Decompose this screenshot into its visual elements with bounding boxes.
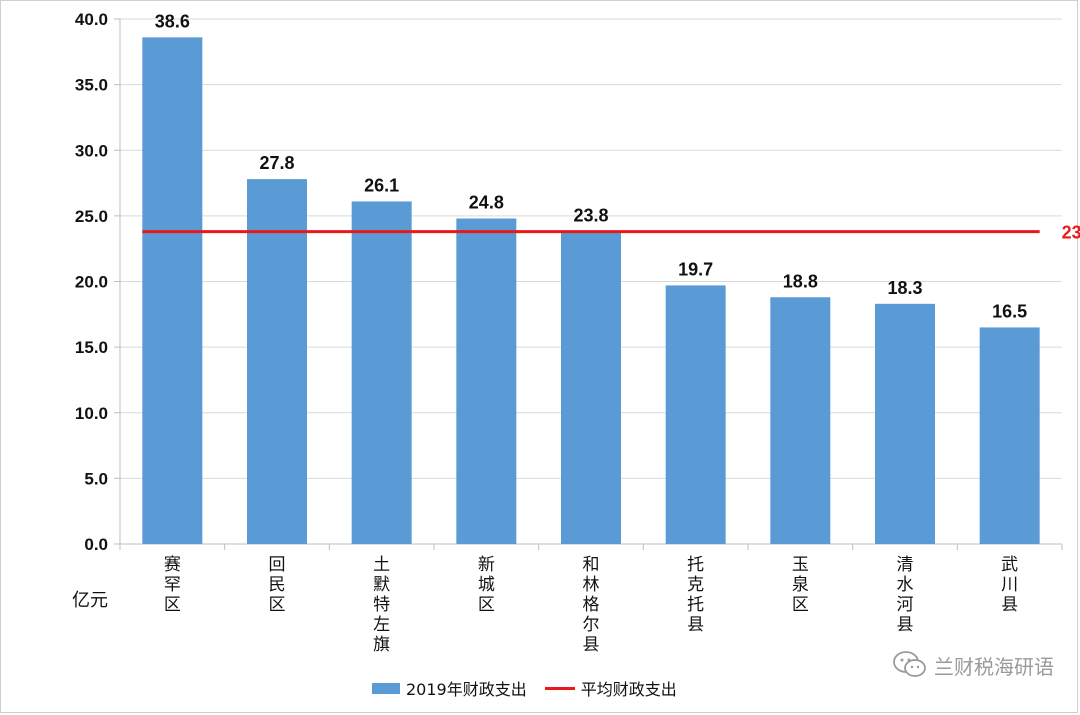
- x-tick-label: 赛罕区: [164, 554, 181, 615]
- bar: [561, 231, 621, 544]
- data-label: 18.8: [783, 271, 818, 291]
- wechat-icon: [893, 651, 926, 677]
- y-tick-label: 35.0: [75, 76, 108, 95]
- x-tick-label: 新城区: [478, 555, 495, 615]
- y-tick-label: 10.0: [75, 404, 108, 423]
- data-label: 23.8: [573, 206, 608, 226]
- watermark: 兰财税海研语: [892, 650, 1054, 680]
- legend: 2019年财政支出 平均财政支出: [372, 676, 695, 700]
- y-tick-label: 5.0: [84, 469, 108, 488]
- x-tick-label: 武川县: [1001, 555, 1018, 615]
- data-label: 19.7: [678, 259, 713, 279]
- y-tick-label: 25.0: [75, 207, 108, 226]
- legend-swatch-bar: [372, 682, 400, 694]
- y-tick-label: 30.0: [75, 141, 108, 160]
- watermark-text: 兰财税海研语: [934, 654, 1054, 679]
- bar: [979, 327, 1040, 544]
- x-tick-label: 和林格尔县: [583, 555, 600, 655]
- legend-swatch-line: [544, 686, 575, 690]
- bar: [247, 179, 307, 544]
- data-label: 18.3: [887, 278, 922, 298]
- x-tick-label: 托克托县: [687, 555, 704, 635]
- y-tick-label: 15.0: [75, 338, 108, 357]
- y-axis-unit-label: 亿元: [72, 590, 108, 611]
- x-tick-label: 土默特左旗: [373, 555, 390, 655]
- x-tick-label: 清水河县: [897, 555, 914, 635]
- x-tick-label: 玉泉区: [792, 555, 809, 615]
- legend-item-bars: 2019年财政支出: [372, 676, 527, 700]
- bar: [351, 201, 412, 544]
- bar: [770, 297, 831, 544]
- data-label: 24.8: [469, 193, 504, 213]
- y-tick-label: 20.0: [75, 273, 108, 292]
- bar: [456, 218, 517, 544]
- y-tick-label: 0.0: [84, 535, 108, 554]
- bar: [875, 303, 935, 544]
- bar: [142, 37, 203, 544]
- legend-label-average: 平均财政支出: [580, 680, 677, 699]
- data-label: 27.8: [259, 153, 294, 173]
- data-label: 26.1: [364, 175, 399, 195]
- x-tick-label: 回民区: [269, 555, 286, 615]
- legend-item-average: 平均财政支出: [544, 676, 677, 700]
- y-tick-label: 40.0: [75, 10, 108, 29]
- legend-label-bars: 2019年财政支出: [406, 680, 527, 699]
- data-label: 38.6: [155, 11, 190, 31]
- bar: [665, 285, 726, 544]
- data-label: 16.5: [992, 301, 1027, 321]
- average-line-label: 23.8: [1062, 223, 1080, 243]
